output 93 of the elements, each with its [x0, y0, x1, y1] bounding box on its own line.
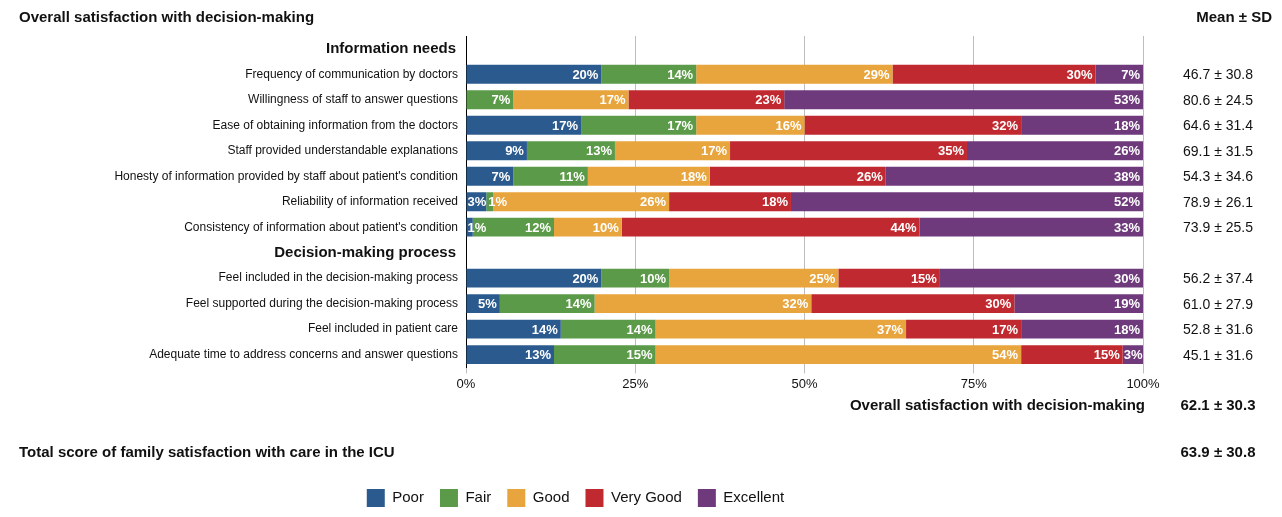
data-label: 44% [890, 219, 918, 235]
data-label: 17% [552, 117, 579, 133]
x-tick-label: 50% [791, 375, 818, 391]
data-label: 9% [505, 143, 525, 159]
data-label: 53% [1113, 92, 1141, 108]
data-label: 12% [524, 219, 552, 235]
legend-label: Poor [392, 488, 424, 506]
data-label: 26% [856, 168, 884, 184]
data-label: 32% [992, 117, 1019, 133]
text: Decision-making process [274, 242, 456, 260]
data-label: 18% [761, 194, 789, 210]
data-label: 52% [1113, 194, 1141, 210]
data-label: 7% [491, 92, 511, 108]
data-label: 5% [478, 296, 498, 312]
data-label: 7% [1121, 66, 1141, 82]
data-label: 14% [626, 321, 653, 337]
text: 69.1 ± 31.5 [1183, 142, 1254, 159]
data-label: 26% [640, 194, 667, 210]
text: 73.9 ± 25.5 [1183, 219, 1254, 236]
text: 56.2 ± 37.4 [1183, 270, 1254, 287]
x-tick-label: 0% [456, 375, 476, 391]
data-label: 7% [491, 168, 511, 184]
data-label: 30% [985, 296, 1012, 312]
x-tick-label: 75% [960, 375, 988, 391]
legend-label: Good [532, 488, 570, 506]
y-tick-label: Ease of obtaining information from the doctors [212, 117, 458, 132]
x-tick-label: 25% [622, 375, 649, 391]
text: 54.3 ± 34.6 [1183, 168, 1254, 185]
y-tick-label: Staff provided understandable explanations [227, 143, 458, 158]
y-tick-label: Honesty of information provided by staff about patient's condition [114, 168, 458, 183]
y-tick-label: Adequate time to address concerns and answer questions [149, 346, 458, 361]
data-label: 3% [467, 194, 487, 210]
data-label: 32% [782, 296, 809, 312]
data-label: 13% [585, 143, 613, 159]
y-tick-label: Reliability of information received [281, 194, 458, 209]
data-label: 17% [992, 321, 1019, 337]
legend-label: Excellent [723, 488, 786, 506]
data-label: 20% [572, 270, 599, 286]
text: 61.0 ± 27.9 [1183, 295, 1254, 312]
data-label: 19% [1113, 296, 1141, 312]
data-label: 30% [1113, 270, 1141, 286]
data-label: 17% [667, 117, 694, 133]
data-label: 15% [910, 270, 938, 286]
data-label: 14% [531, 321, 559, 337]
text: 62.1 ± 30.3 [1180, 395, 1256, 413]
text: 64.6 ± 31.4 [1183, 117, 1254, 134]
data-label: 18% [1113, 321, 1141, 337]
text: Total score of family satisfaction with care in the ICU [19, 442, 395, 460]
data-label: 54% [992, 347, 1019, 363]
y-tick-label: Willingness of staff to answer questions [248, 92, 458, 107]
data-label: 18% [1113, 117, 1141, 133]
data-label: 17% [701, 143, 728, 159]
data-label: 17% [599, 92, 626, 108]
x-tick-label: 100% [1126, 375, 1161, 391]
data-label: 23% [755, 92, 782, 108]
data-label: 10% [640, 270, 667, 286]
text: Mean ± SD [1196, 8, 1273, 26]
y-tick-label: Consistency of information about patient's condition [184, 219, 458, 234]
legend-label: Fair [465, 488, 492, 506]
data-label: 1% [467, 219, 487, 235]
data-label: 33% [1113, 219, 1141, 235]
data-label: 11% [559, 168, 586, 184]
data-label: 14% [667, 66, 694, 82]
data-label: 15% [626, 347, 653, 363]
data-label: 13% [524, 347, 552, 363]
y-tick-label: Feel included in patient care [307, 321, 459, 336]
text: 78.9 ± 26.1 [1183, 193, 1254, 210]
data-label: 30% [1066, 66, 1094, 82]
text: 63.9 ± 30.8 [1180, 442, 1256, 460]
text: 52.8 ± 31.6 [1183, 321, 1254, 338]
y-tick-label: Feel included in the decision-making process [218, 270, 458, 285]
data-label: 16% [775, 117, 802, 133]
data-label: 26% [1113, 143, 1141, 159]
text: Overall satisfaction with decision-making [849, 395, 1145, 413]
text: 45.1 ± 31.6 [1183, 346, 1254, 363]
data-label: 14% [565, 296, 593, 312]
text: Overall satisfaction with decision-making [19, 8, 315, 26]
data-label: 18% [680, 168, 708, 184]
data-label: 3% [1123, 347, 1143, 363]
data-label: 35% [937, 143, 965, 159]
data-label: 25% [809, 270, 836, 286]
data-label: 10% [592, 219, 620, 235]
data-label: 15% [1093, 347, 1121, 363]
data-label: 20% [572, 66, 599, 82]
legend-label: Very Good [610, 488, 682, 506]
text: 80.6 ± 24.5 [1183, 91, 1254, 108]
data-label: 37% [877, 321, 904, 337]
y-tick-label: Feel supported during the decision-making process [185, 295, 458, 310]
text: 46.7 ± 30.8 [1183, 66, 1254, 83]
y-tick-label: Frequency of communication by doctors [245, 66, 458, 81]
data-label: 38% [1113, 168, 1141, 184]
text: Information needs [325, 38, 456, 56]
data-label: 29% [863, 66, 890, 82]
